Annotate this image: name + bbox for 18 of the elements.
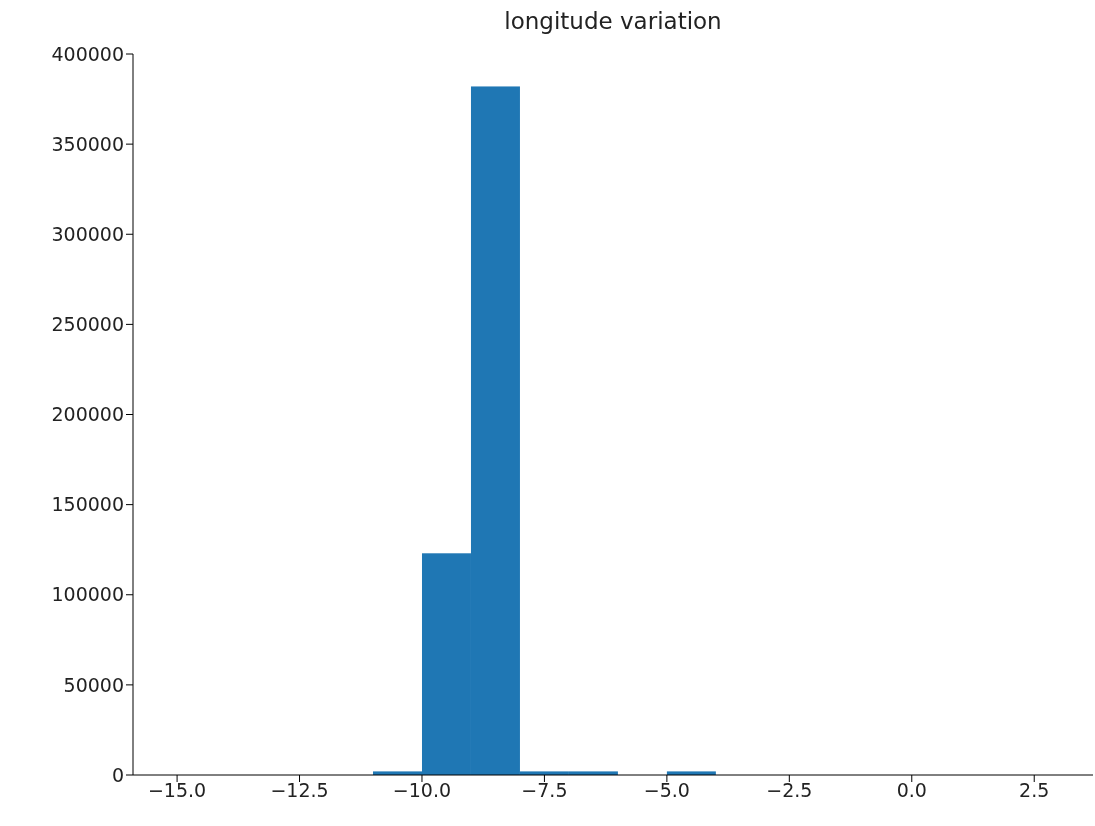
y-tick-label: 350000 (51, 132, 124, 155)
y-tick-label: 50000 (63, 673, 124, 696)
x-tick-label: 0.0 (896, 779, 927, 802)
chart-title: longitude variation (503, 8, 723, 34)
y-tick-label: 250000 (51, 313, 124, 336)
x-tick-label: −7.5 (521, 779, 568, 802)
x-tick-label: −15.0 (147, 779, 207, 802)
x-tick-label: 2.5 (1019, 779, 1050, 802)
y-tick-label: 0 (111, 763, 124, 786)
x-tick-label: −12.5 (270, 779, 329, 802)
y-tick-label: 400000 (51, 42, 124, 65)
x-tick-label: −10.0 (392, 779, 452, 802)
y-tick-label: 300000 (51, 222, 124, 245)
x-tick-label: −2.5 (766, 779, 813, 802)
y-tick-label: 200000 (51, 403, 124, 426)
x-tick-label: −5.0 (643, 779, 690, 802)
y-tick-label: 100000 (51, 583, 124, 606)
y-tick-label: 150000 (51, 493, 124, 516)
